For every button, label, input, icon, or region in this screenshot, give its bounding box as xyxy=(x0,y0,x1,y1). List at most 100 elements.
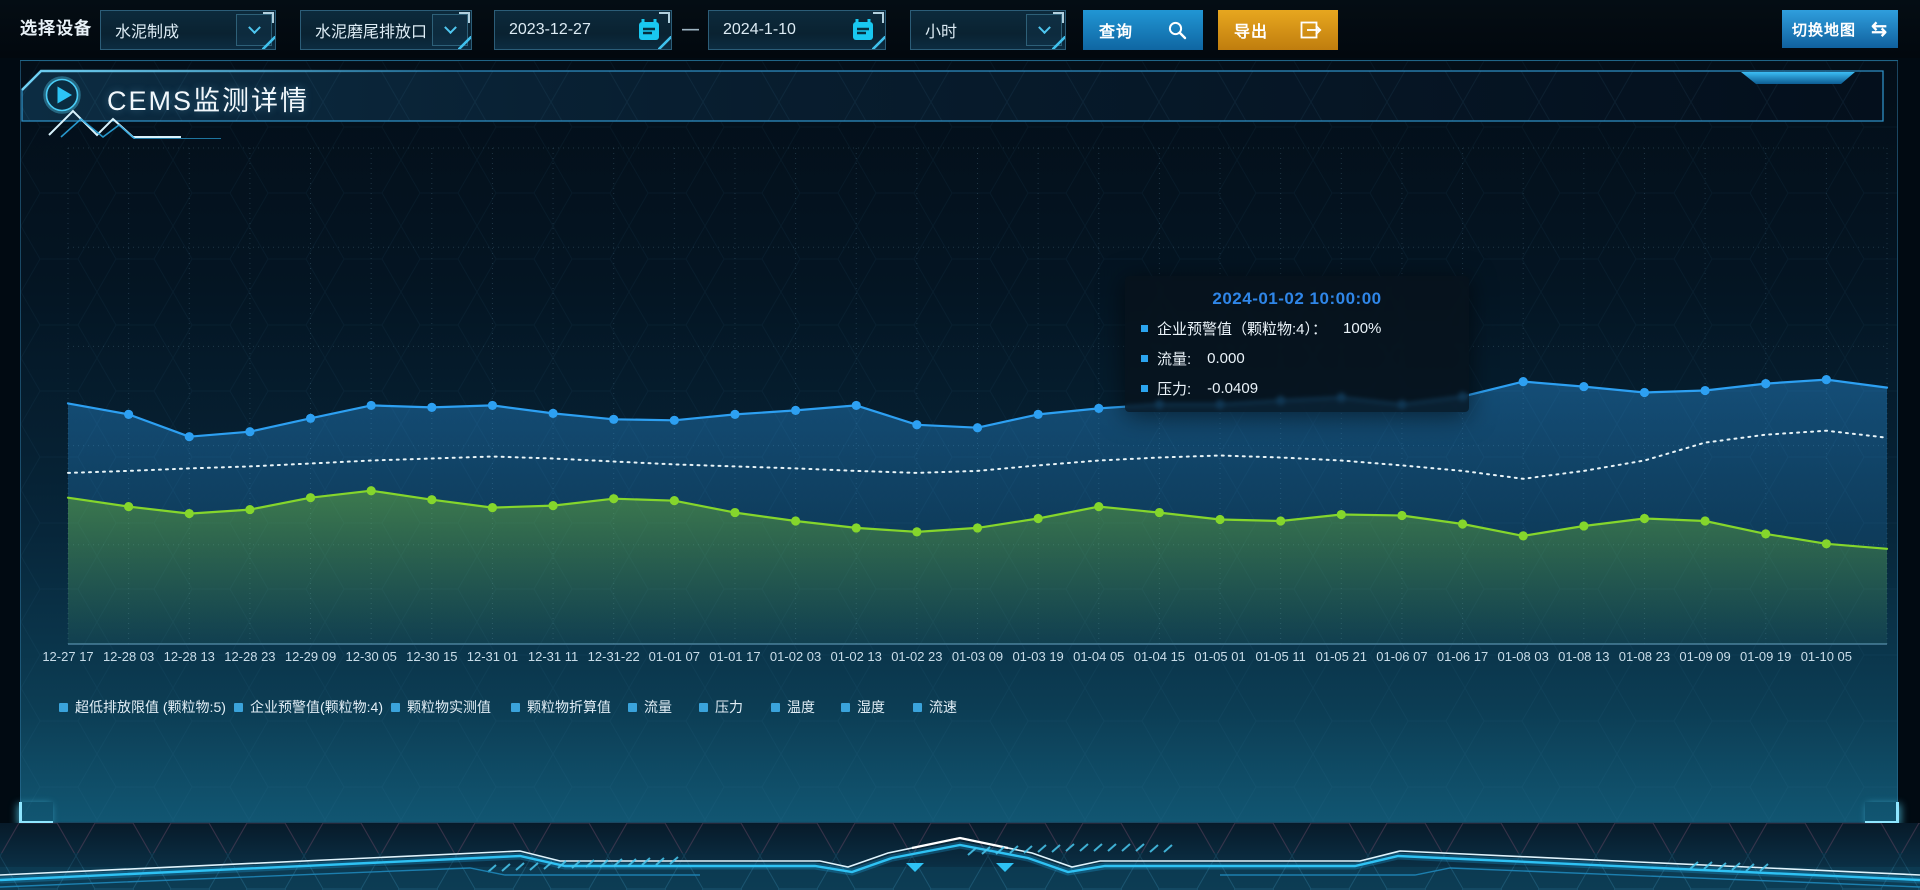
x-axis-label: 12-31 11 xyxy=(527,649,579,664)
tooltip-marker xyxy=(1141,385,1148,392)
switch-map-label: 切换地图 xyxy=(1792,21,1857,39)
legend-label: 压力 xyxy=(715,699,743,715)
chevron-down-icon[interactable] xyxy=(236,14,272,46)
device-type-select[interactable]: 水泥制成 xyxy=(100,10,276,50)
calendar-icon[interactable] xyxy=(637,18,661,42)
panel-corner-accent xyxy=(19,802,53,824)
start-date-input[interactable]: 2023-12-27 xyxy=(494,10,672,50)
tooltip-label: 流量: xyxy=(1157,351,1192,368)
end-date-value: 2024-1-10 xyxy=(723,21,796,38)
play-icon xyxy=(43,76,81,114)
chart-canvas[interactable] xyxy=(66,147,1889,645)
x-axis-label: 01-08 03 xyxy=(1497,649,1549,664)
legend-item[interactable]: 企业预警值(颗粒物:4) xyxy=(234,697,383,717)
date-range-separator: — xyxy=(682,19,700,38)
legend-label: 湿度 xyxy=(857,699,885,715)
x-axis-label: 12-30 05 xyxy=(345,649,397,664)
toolbar: 选择设备 水泥制成 水泥磨尾排放口 2023-12-27 — 2024-1-10… xyxy=(0,0,1920,58)
tooltip-value: 0.000 xyxy=(1207,350,1245,367)
device-select-label: 选择设备 xyxy=(20,19,92,38)
tooltip-marker xyxy=(1141,355,1148,362)
legend-item[interactable]: 颗粒物实测值 xyxy=(391,697,491,717)
legend-marker xyxy=(841,702,850,712)
legend-label: 颗粒物实测值 xyxy=(407,699,491,715)
x-axis-label: 01-02 13 xyxy=(830,649,882,664)
panel-header xyxy=(21,69,1884,122)
legend-marker xyxy=(771,702,780,712)
export-button[interactable]: 导出 xyxy=(1218,10,1338,50)
export-icon xyxy=(1300,20,1322,40)
legend-item[interactable]: 超低排放限值 (颗粒物:5) xyxy=(59,697,226,717)
query-button[interactable]: 查询 xyxy=(1083,10,1203,50)
x-axis-label: 12-29 09 xyxy=(284,649,337,664)
x-axis-label: 12-28 13 xyxy=(163,649,215,664)
x-axis-label: 01-05 01 xyxy=(1194,649,1246,664)
legend-label: 企业预警值(颗粒物:4) xyxy=(250,699,383,715)
switch-map-button[interactable]: 切换地图 ⇆ xyxy=(1782,10,1898,48)
bottom-tech-frame xyxy=(0,823,1920,890)
legend-item[interactable]: 颗粒物折算值 xyxy=(511,697,611,717)
chevron-down-icon[interactable] xyxy=(1026,14,1062,46)
x-axis-label: 01-06 07 xyxy=(1376,649,1428,664)
tooltip-item: 流量: 0.000 xyxy=(1141,348,1469,369)
legend-marker xyxy=(913,702,922,712)
legend-marker xyxy=(234,702,243,712)
export-button-label: 导出 xyxy=(1234,24,1269,41)
tooltip-timestamp: 2024-01-02 10:00:00 xyxy=(1212,289,1382,308)
x-axis-label: 01-01 17 xyxy=(709,649,761,664)
legend-item[interactable]: 流速 xyxy=(913,697,957,717)
legend-marker xyxy=(628,702,637,712)
chart-tooltip: 2024-01-02 10:00:00 企业预警值（颗粒物:4）： 100% 流量:… xyxy=(1125,276,1469,412)
cems-panel: CEMS监测详情 12-27 17 12-28 03 12-28 13 12-28 2… xyxy=(19,60,1899,824)
legend-item[interactable]: 流量 xyxy=(628,697,672,717)
legend-marker xyxy=(59,702,68,712)
query-button-label: 查询 xyxy=(1099,24,1134,41)
tooltip-label: 企业预警值（颗粒物:4）： xyxy=(1157,321,1328,338)
x-axis-label: 12-28 23 xyxy=(224,649,276,664)
outlet-select[interactable]: 水泥磨尾排放口 xyxy=(300,10,472,50)
tooltip-item: 企业预警值（颗粒物:4）： 100% xyxy=(1141,318,1469,339)
x-axis-label: 01-04 05 xyxy=(1073,649,1125,664)
header-corner-tab xyxy=(1741,72,1855,84)
x-axis-label: 01-05 21 xyxy=(1315,649,1367,664)
legend-marker xyxy=(391,702,400,712)
x-axis-label: 01-06 17 xyxy=(1436,649,1489,664)
x-axis-label: 01-09 19 xyxy=(1740,649,1792,664)
x-axis-label: 01-04 15 xyxy=(1133,649,1186,664)
x-axis-labels: 12-27 17 12-28 03 12-28 13 12-28 23 12-29 09… xyxy=(42,649,1887,667)
device-type-value: 水泥制成 xyxy=(115,24,180,41)
chart-legend: 超低排放限值 (颗粒物:5) 企业预警值(颗粒物:4) 颗粒物实测值 颗粒物折算值 流量… xyxy=(21,697,1897,717)
x-axis-label: 01-05 11 xyxy=(1255,649,1306,664)
zigzag-decoration xyxy=(48,109,221,139)
x-axis-label: 01-08 13 xyxy=(1558,649,1610,664)
legend-label: 温度 xyxy=(787,699,815,715)
start-date-value: 2023-12-27 xyxy=(509,21,591,38)
legend-label: 流速 xyxy=(929,699,957,715)
chevron-down-icon[interactable] xyxy=(432,14,468,46)
x-axis-label: 12-27 17 xyxy=(42,649,94,664)
panel-title: CEMS监测详情 xyxy=(107,86,310,116)
tooltip-label: 压力: xyxy=(1157,381,1192,398)
calendar-icon[interactable] xyxy=(851,18,875,42)
search-icon xyxy=(1167,20,1187,40)
legend-label: 超低排放限值 (颗粒物:5) xyxy=(75,699,226,715)
x-axis-label: 01-02 03 xyxy=(769,649,822,664)
interval-select[interactable]: 小时 xyxy=(910,10,1066,50)
x-axis-label: 01-09 09 xyxy=(1679,649,1731,664)
legend-item[interactable]: 压力 xyxy=(699,697,743,717)
panel-corner-accent xyxy=(1865,802,1899,824)
legend-item[interactable]: 湿度 xyxy=(841,697,885,717)
x-axis-label: 12-28 03 xyxy=(102,649,155,664)
chart-plot-area[interactable] xyxy=(66,147,1889,645)
x-axis-label: 12-31 01 xyxy=(466,649,519,664)
x-axis-label: 01-10 05 xyxy=(1800,649,1853,664)
legend-label: 流量 xyxy=(644,699,672,715)
swap-arrows-icon: ⇆ xyxy=(1871,18,1888,40)
x-axis-label: 01-01 07 xyxy=(648,649,700,664)
legend-label: 颗粒物折算值 xyxy=(527,699,611,715)
legend-item[interactable]: 温度 xyxy=(771,697,815,717)
x-axis-label: 01-03 19 xyxy=(1012,649,1064,664)
tooltip-value: -0.0409 xyxy=(1207,380,1259,397)
end-date-input[interactable]: 2024-1-10 xyxy=(708,10,886,50)
legend-marker xyxy=(699,702,708,712)
